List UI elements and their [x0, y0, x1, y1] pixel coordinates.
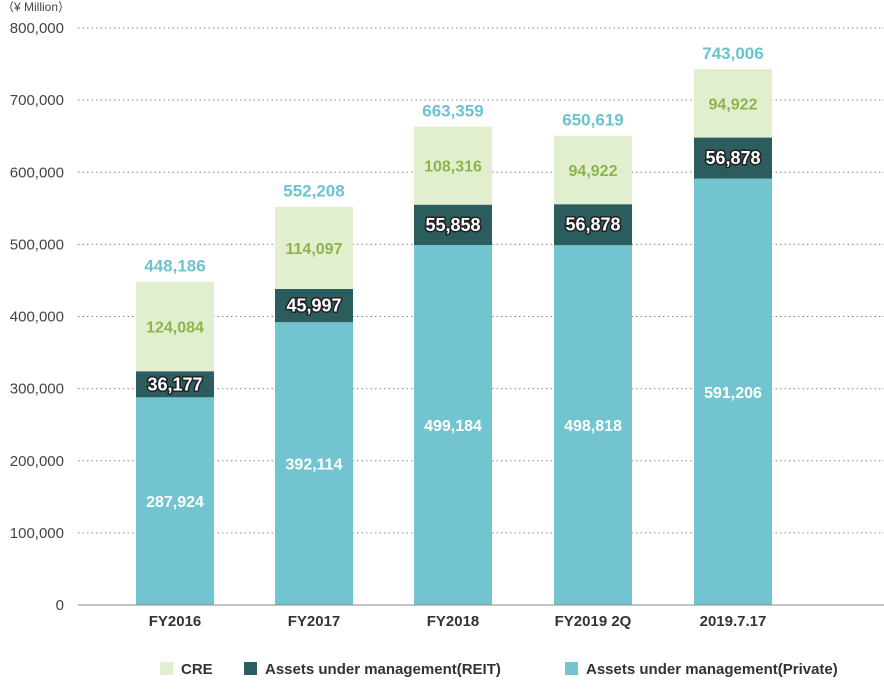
y-tick-label: 400,000 [10, 309, 64, 326]
bar-segment-label: 94,922 [569, 163, 618, 180]
bar-segment-label: 36,177 [147, 374, 202, 394]
bar-segment-label: 124,084 [146, 319, 204, 336]
x-tick-label: FY2019 2Q [555, 613, 632, 630]
bar-segment [414, 204, 492, 245]
bar-segment [136, 281, 214, 372]
bar-total-label: 448,186 [144, 257, 205, 276]
legend-swatch [160, 662, 173, 675]
bar-segment [414, 126, 492, 205]
bar-total-label: 552,208 [283, 182, 344, 201]
bar-segment-label: 499,184 [424, 418, 482, 435]
bar-segment [554, 245, 632, 605]
bar-segment [136, 371, 214, 398]
y-tick-label: 700,000 [10, 92, 64, 109]
y-tick-label: 600,000 [10, 164, 64, 181]
bar-segment [275, 289, 353, 323]
y-tick-label: 800,000 [10, 20, 64, 37]
bar-segment-label: 591,206 [704, 385, 762, 402]
bar-segment-label: 108,316 [424, 159, 482, 176]
bar-segment [414, 244, 492, 605]
bar-segment [554, 135, 632, 205]
bar-segment [694, 178, 772, 606]
legend-swatch [244, 662, 257, 675]
x-tick-label: FY2016 [149, 613, 202, 630]
bar-segment-label: 287,924 [146, 494, 204, 511]
bar-segment-label: 392,114 [286, 457, 343, 474]
bar-total-label: 663,359 [422, 102, 483, 121]
x-tick-label: FY2017 [288, 613, 341, 630]
bar-segment [136, 397, 214, 605]
bar-segment [694, 137, 772, 179]
bar-segment-label: 56,878 [565, 215, 620, 235]
bar-total-label: 650,619 [562, 111, 623, 130]
bar-segment [275, 322, 353, 605]
bar-segment-label: 45,997 [286, 296, 341, 316]
bar-segment-label: 498,818 [564, 418, 622, 435]
y-tick-label: 300,000 [10, 381, 64, 398]
bar-segment [275, 206, 353, 290]
y-tick-label: 500,000 [10, 236, 64, 253]
y-tick-label: 200,000 [10, 453, 64, 470]
bar-segment-label: 56,878 [705, 148, 760, 168]
legend-swatch [565, 662, 578, 675]
y-tick-label: 100,000 [10, 525, 64, 542]
bar-segment-label: 55,858 [425, 215, 480, 235]
y-unit-label: （¥ Million） [2, 0, 70, 14]
bar-segment-label: 114,097 [286, 241, 343, 258]
bar-segment-label: 94,922 [709, 96, 758, 113]
legend-label: Assets under management(Private) [586, 661, 838, 678]
legend-label: CRE [181, 661, 213, 678]
x-tick-label: FY2018 [427, 613, 480, 630]
x-tick-label: 2019.7.17 [700, 613, 767, 630]
bar-segment [694, 69, 772, 138]
y-tick-label: 0 [56, 597, 64, 614]
bar-segment [554, 204, 632, 246]
bar-total-label: 743,006 [702, 44, 763, 63]
legend-label: Assets under management(REIT) [265, 661, 501, 678]
